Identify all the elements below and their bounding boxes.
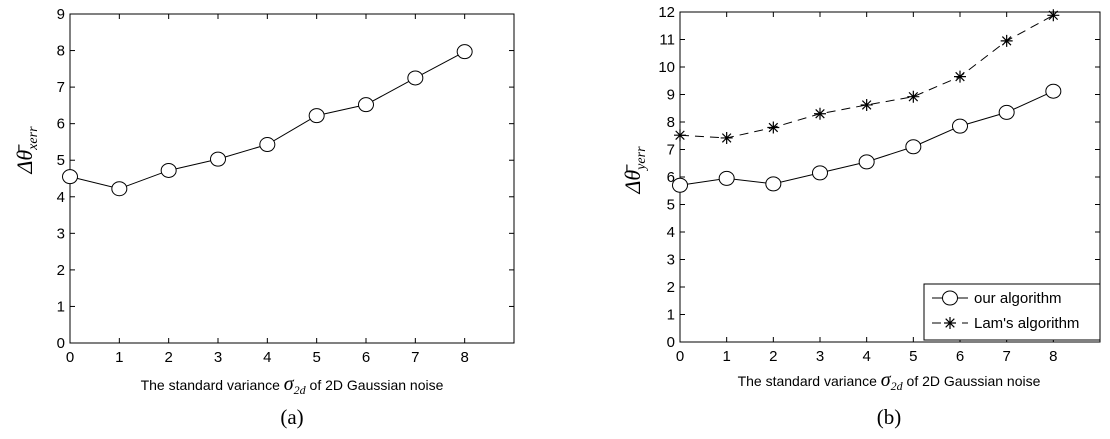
y-tick-label: 3 — [57, 225, 65, 242]
x-tick-label: 7 — [1002, 348, 1010, 365]
y-tick-label: 6 — [57, 116, 65, 133]
y-tick-label: 2 — [667, 279, 675, 296]
data-point-star — [1047, 9, 1060, 22]
legend: our algorithm Lam's algorithm — [923, 283, 1101, 341]
data-point-star — [907, 90, 920, 103]
y-tick-label: 1 — [57, 298, 65, 315]
data-point-circle — [998, 104, 1015, 120]
data-point-circle — [942, 290, 958, 306]
y-tick-label: 8 — [57, 43, 65, 60]
data-point-circle — [718, 170, 735, 186]
x-tick-label: 6 — [956, 348, 964, 365]
x-tick-label: 4 — [862, 348, 870, 365]
x-tick-label: 1 — [115, 349, 123, 366]
data-point-circle — [812, 165, 828, 181]
data-point-star — [720, 131, 733, 144]
x-axis-label: The standard variance σ2d of 2D Gaussian… — [141, 373, 444, 397]
y-tick-label: 11 — [659, 32, 675, 49]
legend-label: Lam's algorithm — [974, 315, 1079, 332]
x-tick-label: 0 — [676, 348, 684, 365]
panel-caption: (a) — [280, 405, 303, 429]
y-axis-label: Δθ̄yerr — [620, 146, 649, 195]
data-point-circle — [858, 154, 875, 170]
x-tick-label: 2 — [164, 349, 172, 366]
data-point-circle — [905, 139, 922, 155]
data-point-circle — [456, 44, 473, 60]
data-point-circle — [1045, 83, 1062, 99]
x-tick-label: 5 — [909, 348, 917, 365]
data-point-circle — [62, 169, 78, 185]
y-tick-label: 8 — [667, 114, 675, 131]
x-tick-label: 7 — [411, 349, 419, 366]
data-point-circle — [160, 162, 177, 178]
y-tick-label: 5 — [667, 197, 675, 214]
x-tick-label: 1 — [722, 348, 730, 365]
y-tick-label: 7 — [667, 142, 675, 159]
y-tick-label: 0 — [57, 335, 65, 352]
panel-caption: (b) — [877, 405, 902, 429]
data-point-circle — [407, 70, 424, 86]
data-point-circle — [111, 181, 128, 197]
y-tick-label: 9 — [57, 6, 65, 23]
data-point-circle — [259, 137, 276, 153]
y-tick-label: 3 — [667, 252, 675, 269]
y-tick-label: 5 — [57, 152, 65, 169]
data-point-circle — [952, 118, 968, 134]
data-point-circle — [672, 177, 688, 193]
plot-frame — [69, 13, 515, 344]
y-tick-label: 4 — [57, 189, 65, 206]
y-tick-label: 7 — [57, 79, 65, 96]
y-tick-label: 2 — [57, 262, 65, 279]
data-point-circle — [210, 151, 226, 167]
x-tick-label: 3 — [816, 348, 824, 365]
y-tick-label: 6 — [667, 169, 675, 186]
series-line-lam — [679, 14, 1054, 139]
legend-label: our algorithm — [974, 290, 1062, 307]
y-tick-label: 1 — [667, 307, 675, 324]
data-point-circle — [765, 176, 782, 192]
series-line-ours — [69, 51, 465, 190]
y-tick-label: 9 — [667, 87, 675, 104]
x-tick-label: 3 — [214, 349, 222, 366]
data-point-star — [860, 98, 873, 111]
data-point-star — [814, 107, 826, 120]
chart-panel-a: 0 1 2 3 4 5 6 7 8 0 1 2 3 4 5 6 7 8 9 The standard variance… — [12, 6, 515, 429]
y-tick-label: 12 — [658, 4, 675, 21]
y-axis-label: Δθ̄xerr — [12, 126, 41, 175]
y-tick-label: 0 — [667, 334, 675, 351]
x-axis-label: The standard variance σ2d of 2D Gaussian… — [738, 369, 1041, 393]
x-tick-label: 5 — [312, 349, 320, 366]
x-tick-label: 6 — [362, 349, 370, 366]
data-point-star — [767, 121, 780, 134]
x-tick-label: 8 — [1049, 348, 1057, 365]
x-tick-label: 0 — [66, 349, 74, 366]
y-tick-label: 10 — [658, 59, 675, 76]
x-tick-label: 2 — [769, 348, 777, 365]
y-tick-label: 4 — [667, 224, 675, 241]
data-point-star — [944, 317, 956, 329]
x-tick-label: 4 — [263, 349, 271, 366]
data-point-star — [1000, 34, 1013, 47]
data-point-star — [674, 129, 686, 142]
x-tick-label: 8 — [460, 349, 468, 366]
data-point-star — [954, 70, 966, 83]
data-point-circle — [358, 97, 374, 113]
data-point-circle — [308, 108, 325, 124]
